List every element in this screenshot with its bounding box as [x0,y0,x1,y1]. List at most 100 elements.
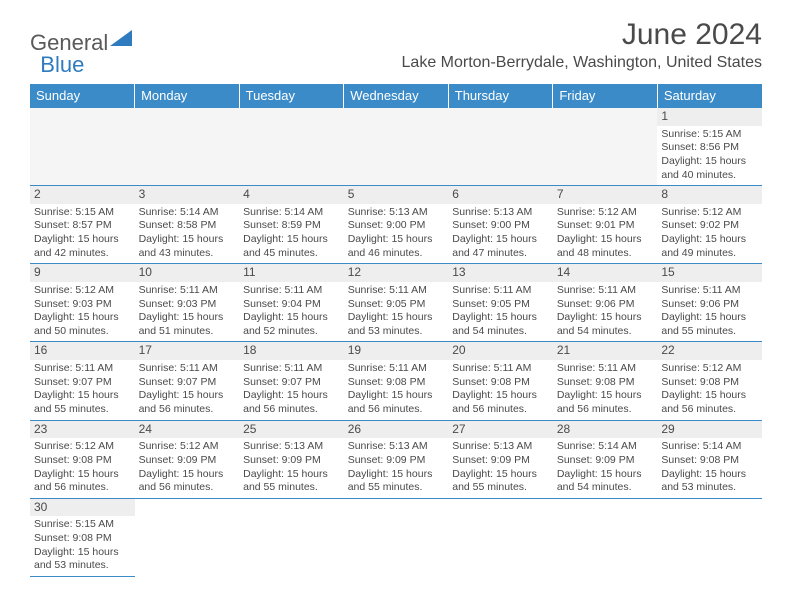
day-info: Sunrise: 5:13 AMSunset: 9:09 PMDaylight:… [243,440,340,495]
calendar-cell: 17 Sunrise: 5:11 AMSunset: 9:07 PMDayligh… [135,342,240,420]
day-info: Sunrise: 5:12 AMSunset: 9:08 PMDaylight:… [34,440,131,495]
calendar-cell: 23Sunrise: 5:12 AMSunset: 9:08 PMDayligh… [30,420,135,498]
day-header: Sunday [30,84,135,108]
calendar-cell: 19 Sunrise: 5:11 AMSunset: 9:08 PMDayligh… [344,342,449,420]
day-number: 30 [30,499,135,517]
calendar-cell [344,108,449,186]
day-info: Sunrise: 5:13 AMSunset: 9:00 PMDaylight:… [452,206,549,261]
day-header: Tuesday [239,84,344,108]
day-header: Monday [135,84,240,108]
calendar-cell [30,108,135,186]
day-number: 23 [30,421,135,439]
calendar-cell: 9Sunrise: 5:12 AMSunset: 9:03 PMDaylight… [30,264,135,342]
calendar-cell: 30Sunrise: 5:15 AMSunset: 9:08 PMDayligh… [30,498,135,576]
day-info: Sunrise: 5:11 AMSunset: 9:03 PMDaylight:… [139,284,236,339]
day-info: Sunrise: 5:11 AMSunset: 9:08 PMDaylight:… [452,362,549,417]
calendar-cell [657,498,762,576]
day-number: 25 [239,421,344,439]
day-number: 15 [657,264,762,282]
calendar-cell [344,498,449,576]
day-number: 16 [30,342,135,360]
calendar-cell: 1 Sunrise: 5:15 AMSunset: 8:56 PMDaylight… [657,108,762,186]
day-info: Sunrise: 5:11 AMSunset: 9:08 PMDaylight:… [348,362,445,417]
day-number: 6 [448,186,553,204]
day-info: Sunrise: 5:11 AMSunset: 9:07 PMDaylight:… [34,362,131,417]
calendar-cell [553,108,658,186]
day-number: 10 [135,264,240,282]
day-number: 24 [135,421,240,439]
calendar-cell: 29Sunrise: 5:14 AMSunset: 9:08 PMDayligh… [657,420,762,498]
calendar-cell [135,108,240,186]
day-number: 11 [239,264,344,282]
day-info: Sunrise: 5:14 AMSunset: 9:09 PMDaylight:… [557,440,654,495]
calendar-cell: 4 Sunrise: 5:14 AMSunset: 8:59 PMDaylight… [239,186,344,264]
day-number: 13 [448,264,553,282]
day-info: Sunrise: 5:15 AMSunset: 8:56 PMDaylight:… [661,128,758,183]
day-info: Sunrise: 5:15 AMSunset: 8:57 PMDaylight:… [34,206,131,261]
calendar-cell: 15 Sunrise: 5:11 AMSunset: 9:06 PMDayligh… [657,264,762,342]
day-number: 19 [344,342,449,360]
day-info: Sunrise: 5:14 AMSunset: 8:58 PMDaylight:… [139,206,236,261]
day-info: Sunrise: 5:11 AMSunset: 9:07 PMDaylight:… [139,362,236,417]
day-info: Sunrise: 5:12 AMSunset: 9:01 PMDaylight:… [557,206,654,261]
calendar-cell [239,498,344,576]
calendar-cell [553,498,658,576]
calendar-cell: 21 Sunrise: 5:11 AMSunset: 9:08 PMDayligh… [553,342,658,420]
day-info: Sunrise: 5:13 AMSunset: 9:00 PMDaylight:… [348,206,445,261]
day-info: Sunrise: 5:11 AMSunset: 9:05 PMDaylight:… [348,284,445,339]
day-number: 3 [135,186,240,204]
title-block: June 2024 Lake Morton-Berrydale, Washing… [402,18,762,72]
calendar-page: General June 2024 Lake Morton-Berrydale,… [0,0,792,577]
day-number: 17 [135,342,240,360]
calendar-cell [448,498,553,576]
day-number: 2 [30,186,135,204]
calendar-cell: 5 Sunrise: 5:13 AMSunset: 9:00 PMDaylight… [344,186,449,264]
calendar-cell: 26Sunrise: 5:13 AMSunset: 9:09 PMDayligh… [344,420,449,498]
day-info: Sunrise: 5:12 AMSunset: 9:02 PMDaylight:… [661,206,758,261]
location: Lake Morton-Berrydale, Washington, Unite… [402,54,762,72]
calendar-header-row: SundayMondayTuesdayWednesdayThursdayFrid… [30,84,762,108]
day-info: Sunrise: 5:11 AMSunset: 9:08 PMDaylight:… [557,362,654,417]
day-info: Sunrise: 5:14 AMSunset: 8:59 PMDaylight:… [243,206,340,261]
day-number: 5 [344,186,449,204]
day-info: Sunrise: 5:11 AMSunset: 9:07 PMDaylight:… [243,362,340,417]
day-info: Sunrise: 5:11 AMSunset: 9:04 PMDaylight:… [243,284,340,339]
day-header: Thursday [448,84,553,108]
day-header: Friday [553,84,658,108]
calendar-cell [239,108,344,186]
calendar-cell: 13Sunrise: 5:11 AMSunset: 9:05 PMDayligh… [448,264,553,342]
day-number: 14 [553,264,658,282]
calendar-cell: 28Sunrise: 5:14 AMSunset: 9:09 PMDayligh… [553,420,658,498]
day-number: 27 [448,421,553,439]
day-info: Sunrise: 5:12 AMSunset: 9:09 PMDaylight:… [139,440,236,495]
day-number: 1 [657,108,762,126]
calendar-cell: 20Sunrise: 5:11 AMSunset: 9:08 PMDayligh… [448,342,553,420]
day-number: 28 [553,421,658,439]
day-number: 22 [657,342,762,360]
calendar-cell: 16 Sunrise: 5:11 AMSunset: 9:07 PMDayligh… [30,342,135,420]
logo-text-blue: Blue [40,52,84,78]
day-number: 29 [657,421,762,439]
day-number: 8 [657,186,762,204]
calendar-cell: 2 Sunrise: 5:15 AMSunset: 8:57 PMDaylight… [30,186,135,264]
calendar-cell: 3 Sunrise: 5:14 AMSunset: 8:58 PMDaylight… [135,186,240,264]
calendar-body: 1 Sunrise: 5:15 AMSunset: 8:56 PMDaylight… [30,108,762,577]
calendar-cell: 8 Sunrise: 5:12 AMSunset: 9:02 PMDaylight… [657,186,762,264]
day-number: 18 [239,342,344,360]
calendar-cell: 22 Sunrise: 5:12 AMSunset: 9:08 PMDayligh… [657,342,762,420]
calendar-cell: 24Sunrise: 5:12 AMSunset: 9:09 PMDayligh… [135,420,240,498]
calendar-cell: 18 Sunrise: 5:11 AMSunset: 9:07 PMDayligh… [239,342,344,420]
calendar-cell [448,108,553,186]
day-info: Sunrise: 5:11 AMSunset: 9:06 PMDaylight:… [661,284,758,339]
month-title: June 2024 [402,18,762,52]
day-info: Sunrise: 5:13 AMSunset: 9:09 PMDaylight:… [452,440,549,495]
day-info: Sunrise: 5:14 AMSunset: 9:08 PMDaylight:… [661,440,758,495]
day-number: 21 [553,342,658,360]
calendar-cell: 11 Sunrise: 5:11 AMSunset: 9:04 PMDayligh… [239,264,344,342]
day-number: 4 [239,186,344,204]
calendar-cell: 7Sunrise: 5:12 AMSunset: 9:01 PMDaylight… [553,186,658,264]
calendar-cell: 14Sunrise: 5:11 AMSunset: 9:06 PMDayligh… [553,264,658,342]
day-info: Sunrise: 5:12 AMSunset: 9:03 PMDaylight:… [34,284,131,339]
day-info: Sunrise: 5:12 AMSunset: 9:08 PMDaylight:… [661,362,758,417]
day-info: Sunrise: 5:15 AMSunset: 9:08 PMDaylight:… [34,518,131,573]
